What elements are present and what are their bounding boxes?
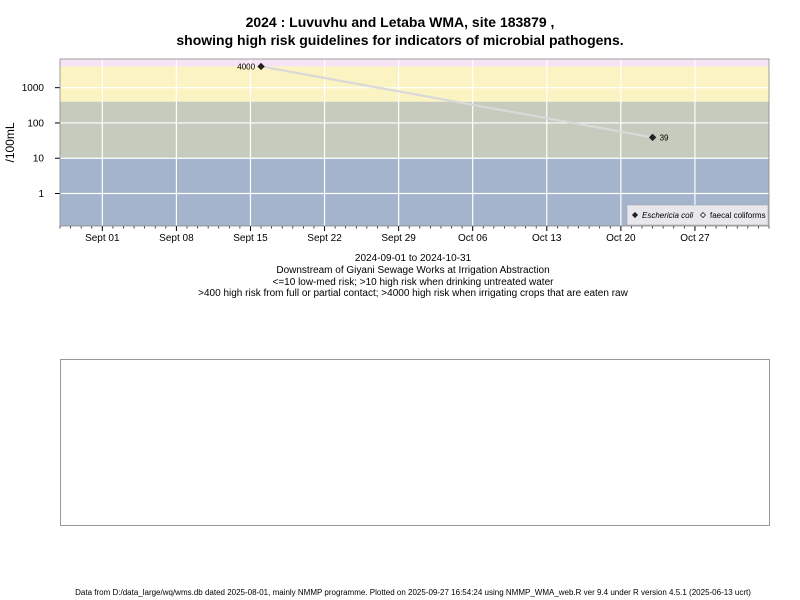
legend-label: faecal coliforms <box>710 211 766 220</box>
x-tick-label: Sept 15 <box>233 233 268 244</box>
legend-label: Eschericia coli <box>642 211 693 220</box>
date-range-label: 2024-09-01 to 2024-10-31 <box>354 253 472 264</box>
empty-plot-panel <box>60 359 770 526</box>
risk-band-1 <box>60 66 769 102</box>
x-tick-label: Oct 06 <box>458 233 488 244</box>
x-tick-label: Sept 08 <box>159 233 194 244</box>
y-tick-label: 1000 <box>22 83 45 94</box>
plot-frame <box>59 58 770 227</box>
y-tick-label: 100 <box>27 118 44 129</box>
x-tick-label: Sept 01 <box>85 233 120 244</box>
legend-box <box>626 204 769 226</box>
chart-title-line-1: 2024 : Luvuvhu and Letaba WMA, site 1838… <box>245 14 555 30</box>
chart-title-line-2: showing high risk guidelines for indicat… <box>176 32 624 48</box>
data-label: 4000 <box>237 62 255 71</box>
risk-band-2 <box>60 101 769 159</box>
legend-marker <box>631 211 639 219</box>
data-point <box>257 62 265 71</box>
y-axis-label: /100mL <box>3 122 17 162</box>
x-tick-label: Sept 22 <box>307 233 342 244</box>
guideline-note-1: <=10 low-med risk; >10 high risk when dr… <box>272 277 554 288</box>
x-tick-label: Sept 29 <box>381 233 416 244</box>
legend-marker <box>699 211 707 219</box>
legend: Eschericia coli faecal coliforms <box>626 204 769 226</box>
x-tick-label: Oct 27 <box>680 233 710 244</box>
y-tick-label: 1 <box>38 189 44 200</box>
series-line-0 <box>260 65 653 139</box>
x-tick-label: Oct 20 <box>606 233 636 244</box>
x-tick-label: Oct 13 <box>532 233 562 244</box>
footer-note: Data from D:/data_large/wq/wms.db dated … <box>75 588 751 597</box>
y-tick-label: 10 <box>33 154 45 165</box>
guideline-note-2: >400 high risk from full or partial cont… <box>198 288 628 299</box>
risk-band-0 <box>60 59 769 67</box>
site-description: Downstream of Giyani Sewage Works at Irr… <box>276 265 550 276</box>
risk-chart: Sept 01 Sept 08 Sept 15 Sept 22 Sept 29 Oct 0… <box>3 58 770 244</box>
data-point <box>648 133 657 142</box>
data-label: 39 <box>660 133 669 142</box>
